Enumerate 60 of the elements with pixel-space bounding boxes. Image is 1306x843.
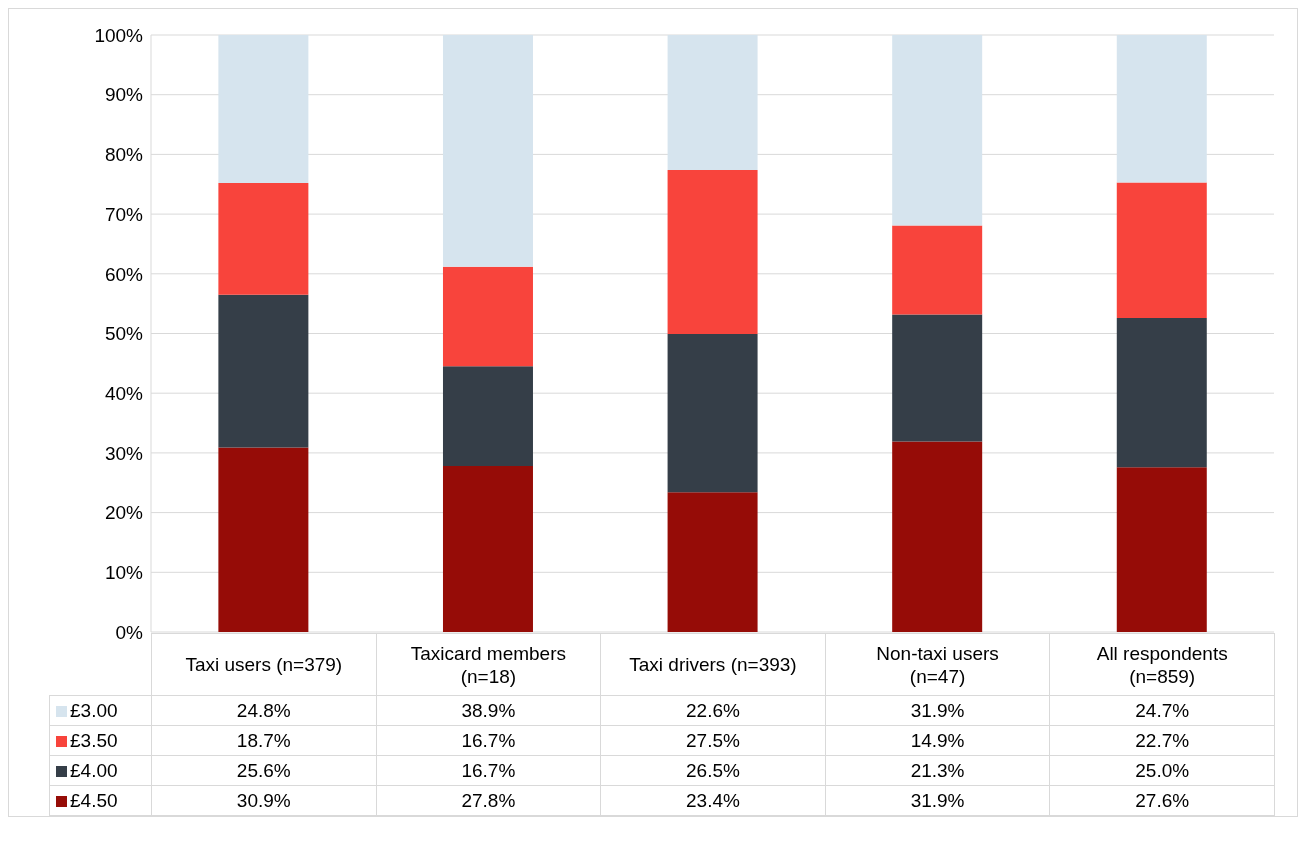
data-label: 27.8% [376, 785, 601, 816]
data-label: 25.0% [1049, 755, 1275, 786]
bar [892, 225, 983, 315]
bar [442, 366, 533, 467]
y-tick-label: 40% [104, 382, 144, 404]
bar [218, 447, 309, 632]
data-label: 16.7% [376, 725, 601, 756]
y-tick-label: 90% [104, 84, 144, 106]
bar [667, 334, 758, 493]
bar [892, 314, 983, 442]
data-label: 22.7% [1049, 725, 1275, 756]
data-label: 27.6% [1049, 785, 1275, 816]
bar [442, 466, 533, 632]
bar [218, 35, 309, 184]
data-label: 24.7% [1049, 695, 1275, 726]
x-tick-label: Taxicard members (n=18) [376, 633, 601, 696]
data-label: 16.7% [376, 755, 601, 786]
y-tick-label: 70% [104, 203, 144, 225]
data-label: 22.6% [600, 695, 826, 726]
y-tick-label: 80% [104, 144, 144, 166]
data-label: 26.5% [600, 755, 826, 786]
bar [218, 294, 309, 448]
data-label: 38.9% [376, 695, 601, 726]
y-tick-label: 0% [115, 621, 144, 643]
bar [892, 441, 983, 632]
data-label: 30.9% [151, 785, 377, 816]
bar [218, 183, 309, 295]
bar [667, 492, 758, 632]
bar [1116, 35, 1207, 183]
legend-label: £4.00 [49, 755, 152, 786]
legend-label: £3.50 [49, 725, 152, 756]
data-label: 21.3% [825, 755, 1050, 786]
data-label: 31.9% [825, 695, 1050, 726]
data-label: 23.4% [600, 785, 826, 816]
data-label: 24.8% [151, 695, 377, 726]
y-tick-label: 50% [104, 323, 144, 345]
x-tick-label: Taxi users (n=379) [151, 633, 377, 696]
bar [442, 266, 533, 367]
bar [442, 35, 533, 267]
y-tick-label: 10% [104, 562, 144, 584]
legend-label: £3.00 [49, 695, 152, 726]
data-label: 25.6% [151, 755, 377, 786]
y-tick-label: 60% [104, 263, 144, 285]
bar [1116, 467, 1207, 632]
bar [667, 35, 758, 170]
data-label: 31.9% [825, 785, 1050, 816]
bar [1116, 317, 1207, 468]
data-label: 14.9% [825, 725, 1050, 756]
bar [1116, 182, 1207, 318]
y-tick-label: 20% [104, 502, 144, 524]
y-tick-label: 30% [104, 442, 144, 464]
x-tick-label: All respondents (n=859) [1049, 633, 1275, 696]
x-tick-label: Taxi drivers (n=393) [600, 633, 826, 696]
data-label: 27.5% [600, 725, 826, 756]
bar [667, 169, 758, 335]
y-tick-label: 100% [94, 24, 144, 46]
data-label: 18.7% [151, 725, 377, 756]
bar [892, 35, 983, 226]
x-tick-label: Non-taxi users (n=47) [825, 633, 1050, 696]
legend-label: £4.50 [49, 785, 152, 816]
